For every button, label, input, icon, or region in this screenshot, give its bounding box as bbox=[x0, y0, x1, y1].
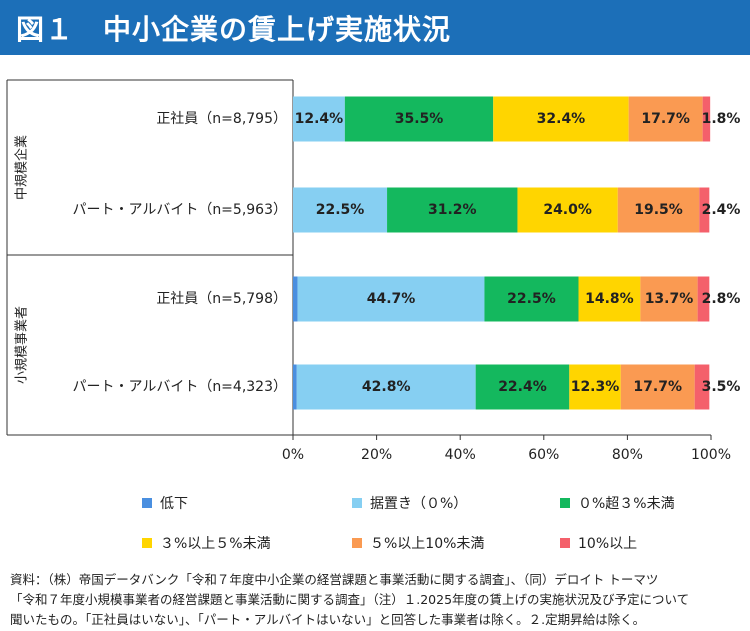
legend-item: ３%以上５%未満 bbox=[142, 533, 271, 553]
data-label: 2.8% bbox=[702, 291, 741, 307]
data-label: 19.5% bbox=[634, 202, 683, 218]
data-label: 2.4% bbox=[702, 202, 741, 218]
legend-swatch bbox=[142, 538, 152, 548]
x-tick-label: 100% bbox=[691, 447, 731, 463]
data-label: 35.5% bbox=[395, 111, 444, 127]
category-label: パート・アルバイト（n=4,323） bbox=[72, 379, 287, 395]
bar-segment bbox=[517, 187, 618, 233]
bar-segment bbox=[694, 364, 710, 410]
data-label: 44.7% bbox=[367, 291, 416, 307]
legend-label: 10%以上 bbox=[578, 536, 638, 552]
legend-swatch bbox=[142, 498, 152, 508]
bars bbox=[293, 96, 711, 410]
legend-item: 低下 bbox=[142, 493, 188, 513]
data-label: 13.7% bbox=[645, 291, 694, 307]
data-label: 24.0% bbox=[543, 202, 592, 218]
group-label: 小規模事業者 bbox=[14, 306, 30, 384]
data-label: 22.5% bbox=[316, 202, 365, 218]
x-tick-label: 20% bbox=[361, 447, 392, 463]
data-label: 14.8% bbox=[585, 291, 634, 307]
bar-segment bbox=[293, 364, 297, 410]
data-label: 17.7% bbox=[633, 379, 682, 395]
category-label: パート・アルバイト（n=5,963） bbox=[72, 202, 287, 218]
bar-segment bbox=[699, 187, 710, 233]
data-label: 31.2% bbox=[428, 202, 477, 218]
legend: 低下 据置き（０%） ０%超３%未満 ３%以上５%未満 ５%以上10%未満 10%以上 bbox=[0, 478, 750, 558]
data-label: 12.3% bbox=[571, 379, 620, 395]
legend-swatch bbox=[560, 498, 570, 508]
group-label: 中規模企業 bbox=[14, 135, 30, 200]
bar-segment bbox=[620, 364, 695, 410]
category-label: 正社員（n=8,795） bbox=[156, 111, 287, 127]
footnote-line-2: 「令和７年度小規模事業者の経営課題と事業活動に関する調査」（注）１.2025年度… bbox=[10, 592, 690, 607]
x-tick-label: 40% bbox=[445, 447, 476, 463]
data-label: 42.8% bbox=[362, 379, 411, 395]
data-label: 17.7% bbox=[641, 111, 690, 127]
data-label: 32.4% bbox=[537, 111, 586, 127]
x-tick-label: 0% bbox=[282, 447, 304, 463]
legend-item: ０%超３%未満 bbox=[560, 493, 675, 513]
data-label: 22.5% bbox=[507, 291, 556, 307]
title-bar: 図１ 中小企業の賃上げ実施状況 bbox=[0, 0, 750, 55]
legend-label: ０%超３%未満 bbox=[578, 496, 675, 512]
bar-segment bbox=[484, 276, 579, 322]
bar-segment bbox=[293, 96, 345, 142]
legend-label: 据置き（０%） bbox=[370, 496, 468, 512]
bar-segment bbox=[702, 96, 711, 142]
bar-segment bbox=[293, 187, 388, 233]
bar-segment bbox=[617, 187, 700, 233]
legend-item: 据置き（０%） bbox=[352, 493, 467, 513]
bar-segment bbox=[296, 364, 476, 410]
data-label: 22.4% bbox=[498, 379, 547, 395]
data-label: 12.4% bbox=[295, 111, 344, 127]
bar-segment bbox=[578, 276, 641, 322]
bar-segment bbox=[628, 96, 703, 142]
data-label: 1.8% bbox=[702, 111, 741, 127]
footnote-line-3: 聞いたもの。「正社員はいない」、「パート・アルバイトはいない」と回答した事業者は… bbox=[10, 612, 646, 627]
category-label: 正社員（n=5,798） bbox=[156, 291, 287, 307]
legend-item: ５%以上10%未満 bbox=[352, 533, 484, 553]
data-labels: 12.4% 35.5% 32.4% 17.7% 1.8% 22.5% 31.2% 24.0% 1… bbox=[295, 111, 741, 395]
legend-swatch bbox=[352, 498, 362, 508]
footnote-line-1: 資料：（株）帝国データバンク「令和７年度中小企業の経営課題と事業活動に関する調査… bbox=[10, 572, 659, 587]
bar-segment bbox=[297, 276, 485, 322]
bar-segment bbox=[344, 96, 494, 142]
bar-segment bbox=[493, 96, 629, 142]
data-label: 3.5% bbox=[702, 379, 741, 395]
page-title: 図１ 中小企業の賃上げ実施状況 bbox=[16, 13, 452, 46]
bar-segment bbox=[293, 276, 298, 322]
legend-label: 低下 bbox=[160, 496, 188, 512]
bar-segment bbox=[569, 364, 621, 410]
legend-label: ３%以上５%未満 bbox=[160, 536, 271, 552]
x-tick-label: 60% bbox=[528, 447, 559, 463]
legend-swatch bbox=[560, 538, 570, 548]
x-tick-label: 80% bbox=[612, 447, 643, 463]
bar-segment bbox=[640, 276, 698, 322]
legend-swatch bbox=[352, 538, 362, 548]
legend-item: 10%以上 bbox=[560, 533, 637, 553]
footnote: 資料：（株）帝国データバンク「令和７年度中小企業の経営課題と事業活動に関する調査… bbox=[10, 570, 745, 630]
legend-label: ５%以上10%未満 bbox=[370, 536, 485, 552]
x-axis: 0% 20% 40% 60% 80% 100% bbox=[282, 434, 731, 463]
bar-segment bbox=[387, 187, 518, 233]
bar-segment bbox=[697, 276, 710, 322]
bar-segment bbox=[475, 364, 570, 410]
